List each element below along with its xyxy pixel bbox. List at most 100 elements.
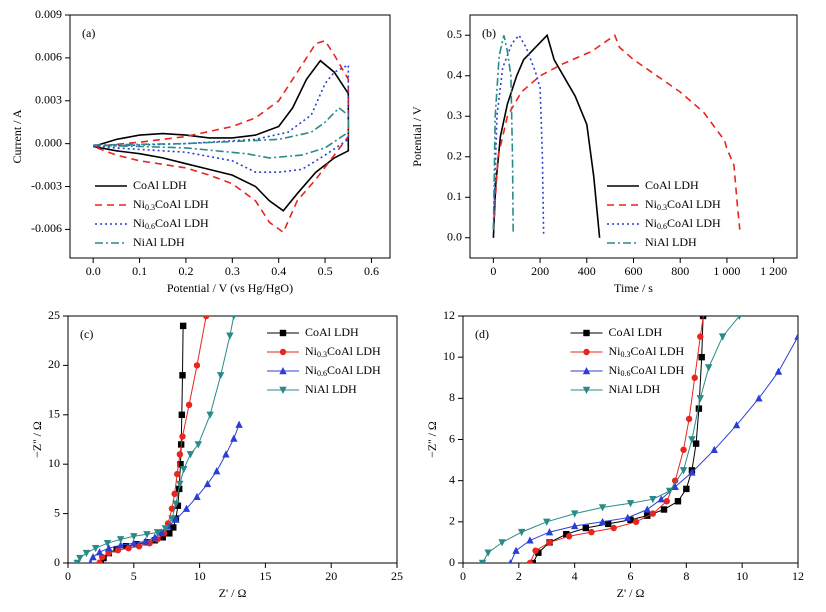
marker [125,544,132,552]
marker [231,316,236,320]
y-tick-label: 20 [48,357,60,371]
marker [122,543,130,550]
plot-frame [69,14,391,259]
legend-label: Ni0.3CoAl LDH [305,344,381,359]
panel-label: (c) [80,327,93,341]
marker [105,549,112,557]
marker [202,316,210,320]
marker [498,539,506,547]
marker [565,533,573,540]
y-tick-label: 0.000 [35,135,62,149]
marker [733,148,739,154]
y-tick-label: 25 [48,308,60,322]
y-tick-label: 15 [48,407,60,421]
legend-label: CoAl LDH [609,325,663,339]
marker [279,367,287,375]
x-tick-label: 10 [736,569,748,583]
y-tick-label: 0.2 [447,149,462,163]
marker [822,271,826,278]
x-tick-label: 0.0 [86,264,101,278]
legend-label: Ni0.6CoAl LDH [609,363,685,378]
plot-area [492,33,741,238]
legend-label: CoAl LDH [645,178,699,192]
series-line [92,39,350,234]
marker [582,524,590,532]
marker [103,540,112,548]
marker [73,559,81,563]
series-line [89,424,240,563]
marker [546,539,553,546]
marker [143,531,151,539]
marker [761,251,768,258]
marker [135,543,143,550]
series-line [492,33,545,234]
series-line [482,316,740,563]
marker [683,485,690,493]
marker [179,372,186,379]
x-tick-label: 6 [628,569,634,583]
y-tick-label: 10 [443,349,455,363]
marker [203,479,212,488]
marker [526,559,534,563]
x-tick-label: 0.3 [225,264,240,278]
marker [643,505,651,513]
plot-area [478,148,826,563]
marker [116,541,125,549]
marker [96,559,103,563]
y-axis-label: Current / A [10,109,24,163]
marker [91,544,100,553]
marker [193,492,201,501]
y-tick-label: 0.009 [35,7,62,21]
marker [130,539,138,547]
marker [177,461,184,468]
marker [168,505,176,512]
marker [230,434,238,442]
series-line [529,316,704,563]
marker [632,518,640,526]
x-tick-label: 0.6 [364,264,379,278]
marker [570,510,579,518]
marker [583,348,590,356]
y-tick-label: 12 [443,308,455,322]
y-tick-label: 0.4 [447,68,462,82]
marker [133,541,140,548]
marker [532,547,539,554]
x-tick-label: 0.4 [271,264,286,278]
marker [624,513,632,521]
x-tick-label: 2 [516,569,522,583]
y-tick-label: 0 [54,555,60,569]
marker [774,367,783,375]
marker [216,372,225,380]
marker [688,436,696,444]
marker [783,169,790,176]
legend-label: NiAl LDH [133,235,185,249]
marker [159,534,166,541]
marker [484,549,492,557]
marker [563,530,570,538]
panel-label: (b) [482,26,496,40]
panel-label: (a) [82,26,95,40]
marker [172,515,180,523]
marker [95,548,104,556]
marker [178,411,186,418]
marker [179,322,187,330]
x-tick-label: 0 [65,569,71,583]
x-tick-label: 10 [194,569,206,583]
series-line [510,335,798,563]
marker [179,433,186,440]
y-tick-label: -0.006 [31,221,62,235]
x-tick-label: 200 [531,264,549,278]
x-tick-label: 600 [625,264,643,278]
series-line [93,63,350,173]
marker [141,537,150,545]
legend-label: Ni0.6CoAl LDH [133,216,209,231]
plot-area [73,316,243,563]
x-axis-label: Z' / Ω [617,586,645,600]
legend-label: Ni0.6CoAl LDH [645,216,721,231]
marker [512,546,520,554]
y-tick-label: 6 [449,431,455,445]
marker [235,420,243,428]
x-tick-label: 1 000 [713,264,740,278]
x-tick-label: 15 [259,569,271,583]
